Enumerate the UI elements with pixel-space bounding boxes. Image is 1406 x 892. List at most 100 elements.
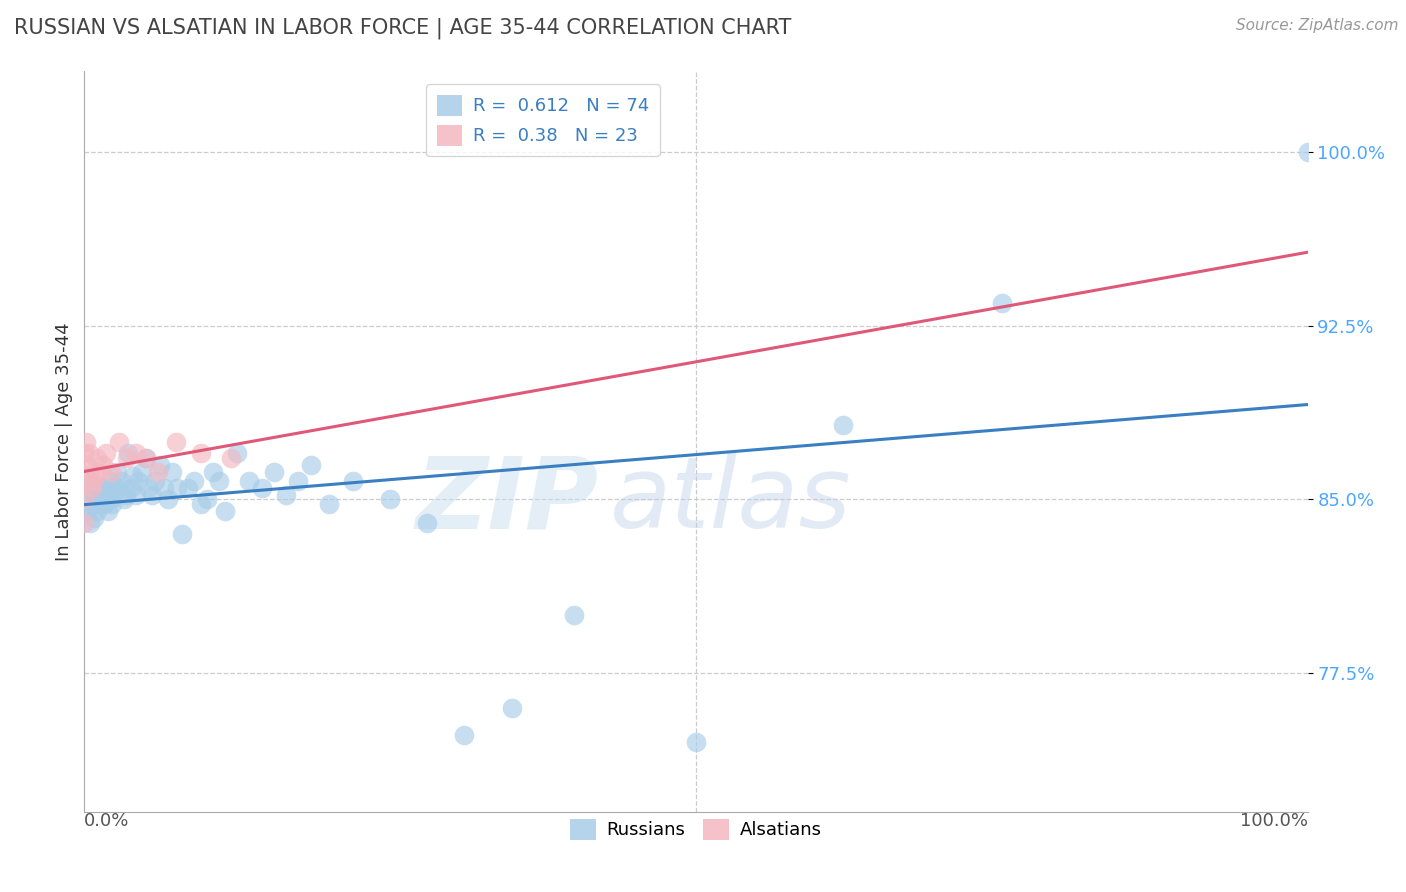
Point	[226, 446, 249, 460]
Point	[146, 465, 169, 479]
Y-axis label: In Labor Force | Age 35-44: In Labor Force | Age 35-44	[55, 322, 73, 561]
Point	[107, 481, 129, 495]
Point	[135, 450, 157, 465]
Point	[73, 492, 96, 507]
Text: 100.0%: 100.0%	[1240, 812, 1308, 830]
Text: ZIP: ZIP	[415, 452, 598, 549]
Point	[562, 608, 585, 623]
Point	[276, 488, 298, 502]
Point	[90, 481, 112, 495]
Point	[380, 492, 402, 507]
Point	[83, 511, 105, 525]
Point	[165, 434, 187, 449]
Point	[117, 446, 139, 460]
Point	[82, 497, 104, 511]
Point	[91, 458, 114, 472]
Point	[73, 469, 96, 483]
Point	[162, 465, 184, 479]
Point	[214, 504, 236, 518]
Point	[98, 474, 121, 488]
Point	[100, 465, 122, 479]
Point	[91, 488, 114, 502]
Point	[96, 446, 118, 460]
Point	[77, 492, 100, 507]
Point	[73, 446, 96, 460]
Text: Source: ZipAtlas.com: Source: ZipAtlas.com	[1236, 18, 1399, 33]
Point	[93, 497, 115, 511]
Point	[166, 481, 188, 495]
Point	[685, 735, 707, 749]
Point	[502, 700, 524, 714]
Point	[87, 465, 110, 479]
Point	[112, 492, 135, 507]
Point	[287, 474, 309, 488]
Point	[125, 446, 148, 460]
Text: RUSSIAN VS ALSATIAN IN LABOR FORCE | AGE 35-44 CORRELATION CHART: RUSSIAN VS ALSATIAN IN LABOR FORCE | AGE…	[14, 18, 792, 39]
Text: atlas: atlas	[610, 452, 852, 549]
Point	[177, 481, 200, 495]
Point	[79, 516, 101, 530]
Point	[416, 516, 439, 530]
Point	[101, 497, 124, 511]
Point	[76, 504, 98, 518]
Point	[219, 450, 242, 465]
Point	[831, 418, 853, 433]
Point	[156, 492, 179, 507]
Point	[79, 481, 101, 495]
Point	[318, 497, 340, 511]
Point	[342, 474, 364, 488]
Point	[86, 478, 108, 492]
Point	[77, 474, 100, 488]
Point	[299, 458, 322, 472]
Point	[125, 488, 148, 502]
Point	[190, 446, 212, 460]
Point	[135, 450, 157, 465]
Point	[79, 465, 101, 479]
Point	[86, 450, 108, 465]
Point	[80, 481, 103, 495]
Point	[75, 434, 97, 449]
Point	[77, 474, 100, 488]
Point	[87, 483, 110, 497]
Point	[120, 481, 142, 495]
Point	[110, 474, 132, 488]
Point	[190, 497, 212, 511]
Text: 0.0%: 0.0%	[84, 812, 129, 830]
Point	[263, 465, 285, 479]
Point	[100, 492, 122, 507]
Point	[77, 497, 100, 511]
Point	[127, 474, 149, 488]
Point	[104, 481, 127, 495]
Point	[73, 516, 96, 530]
Point	[250, 481, 273, 495]
Point	[122, 469, 145, 483]
Point	[84, 492, 107, 507]
Point	[73, 481, 96, 495]
Point	[89, 497, 111, 511]
Point	[80, 488, 103, 502]
Point	[131, 465, 153, 479]
Point	[94, 481, 117, 495]
Point	[1296, 145, 1319, 160]
Point	[76, 458, 98, 472]
Point	[96, 492, 118, 507]
Point	[238, 474, 260, 488]
Point	[105, 465, 128, 479]
Point	[143, 474, 166, 488]
Point	[991, 295, 1014, 310]
Point	[97, 481, 120, 495]
Point	[87, 492, 110, 507]
Point	[153, 481, 176, 495]
Point	[208, 474, 231, 488]
Point	[453, 728, 475, 742]
Point	[77, 446, 100, 460]
Point	[172, 527, 194, 541]
Point	[107, 434, 129, 449]
Point	[115, 488, 138, 502]
Point	[97, 504, 120, 518]
Point	[201, 465, 224, 479]
Point	[141, 488, 163, 502]
Point	[195, 492, 218, 507]
Legend: Russians, Alsatians: Russians, Alsatians	[564, 812, 828, 847]
Point	[136, 481, 159, 495]
